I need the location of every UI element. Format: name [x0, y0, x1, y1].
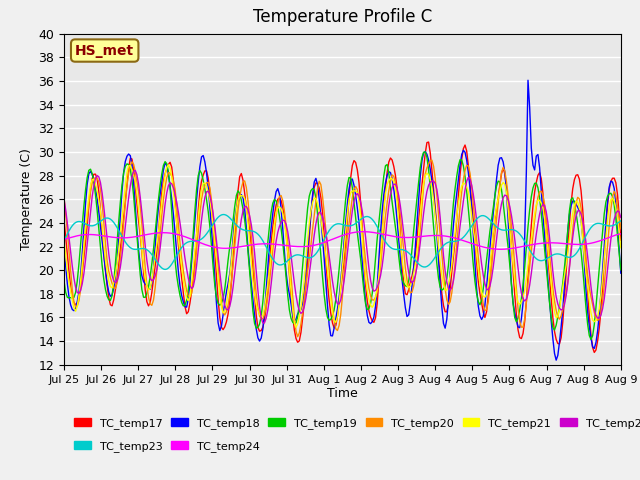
TC_temp23 [161, 266, 169, 272]
TC_temp18 [617, 270, 625, 276]
TC_temp19 [232, 192, 240, 198]
TC_temp17 [425, 139, 433, 145]
TC_temp17 [232, 210, 240, 216]
Line: TC_temp17: TC_temp17 [64, 142, 621, 352]
TC_temp17 [60, 216, 68, 222]
TC_temp17 [617, 238, 625, 243]
Line: TC_temp21: TC_temp21 [64, 165, 621, 327]
TC_temp22 [72, 285, 79, 290]
Line: TC_temp20: TC_temp20 [64, 160, 621, 336]
TC_temp23 [506, 227, 514, 232]
Y-axis label: Temperature (C): Temperature (C) [20, 148, 33, 250]
TC_temp23 [236, 225, 243, 231]
TC_temp22 [259, 320, 267, 326]
TC_temp21 [72, 308, 79, 314]
TC_temp24 [506, 246, 514, 252]
TC_temp20 [60, 195, 68, 201]
TC_temp18 [552, 357, 560, 363]
Title: Temperature Profile C: Temperature Profile C [253, 9, 432, 26]
TC_temp22 [60, 196, 68, 202]
TC_temp18 [367, 321, 374, 326]
TC_temp24 [617, 231, 625, 237]
TC_temp19 [498, 187, 506, 192]
TC_temp22 [234, 242, 242, 248]
TC_temp24 [232, 244, 240, 250]
TC_temp19 [72, 289, 79, 295]
TC_temp19 [367, 300, 374, 306]
TC_temp22 [131, 168, 139, 173]
Line: TC_temp23: TC_temp23 [64, 215, 621, 269]
TC_temp17 [504, 202, 512, 208]
TC_temp18 [502, 188, 510, 194]
TC_temp20 [369, 297, 376, 303]
TC_temp20 [488, 264, 495, 270]
TC_temp20 [232, 225, 240, 230]
TC_temp17 [498, 171, 506, 177]
TC_temp22 [499, 195, 507, 201]
TC_temp22 [488, 276, 495, 281]
TC_temp23 [60, 238, 68, 244]
TC_temp19 [617, 267, 625, 273]
TC_temp18 [72, 305, 79, 311]
Line: TC_temp24: TC_temp24 [64, 232, 621, 249]
TC_temp18 [524, 77, 532, 83]
TC_temp23 [370, 218, 378, 224]
TC_temp20 [294, 334, 301, 339]
TC_temp19 [421, 149, 429, 155]
TC_temp23 [72, 220, 79, 226]
TC_temp21 [506, 226, 514, 232]
TC_temp23 [499, 227, 507, 233]
TC_temp21 [292, 324, 300, 330]
TC_temp19 [587, 336, 595, 342]
TC_temp21 [234, 197, 242, 203]
TC_temp17 [367, 314, 374, 320]
TC_temp24 [60, 236, 68, 242]
Text: HS_met: HS_met [75, 44, 134, 58]
Line: TC_temp22: TC_temp22 [64, 170, 621, 323]
TC_temp17 [72, 302, 79, 308]
TC_temp19 [504, 244, 512, 250]
TC_temp18 [232, 205, 240, 211]
TC_temp24 [486, 245, 493, 251]
TC_temp21 [499, 180, 507, 185]
TC_temp22 [506, 204, 514, 209]
TC_temp19 [486, 228, 493, 234]
TC_temp21 [488, 248, 495, 253]
TC_temp24 [369, 229, 376, 235]
TC_temp20 [499, 165, 507, 170]
TC_temp20 [428, 157, 436, 163]
TC_temp17 [486, 273, 493, 278]
TC_temp20 [506, 207, 514, 213]
TC_temp18 [60, 246, 68, 252]
Line: TC_temp18: TC_temp18 [64, 80, 621, 360]
TC_temp24 [360, 229, 368, 235]
TC_temp19 [60, 278, 68, 284]
TC_temp21 [164, 162, 172, 168]
TC_temp23 [220, 212, 227, 217]
TC_temp20 [72, 304, 79, 310]
TC_temp21 [617, 245, 625, 251]
TC_temp22 [617, 215, 625, 220]
Line: TC_temp19: TC_temp19 [64, 152, 621, 339]
TC_temp24 [499, 246, 507, 252]
TC_temp18 [484, 264, 492, 270]
TC_temp22 [370, 288, 378, 294]
Legend: TC_temp23, TC_temp24: TC_temp23, TC_temp24 [70, 437, 264, 456]
TC_temp18 [496, 155, 504, 161]
TC_temp24 [496, 246, 504, 252]
TC_temp20 [617, 226, 625, 231]
X-axis label: Time: Time [327, 387, 358, 400]
TC_temp23 [488, 219, 495, 225]
TC_temp23 [617, 218, 625, 224]
TC_temp21 [370, 302, 378, 308]
TC_temp21 [60, 237, 68, 242]
TC_temp17 [591, 349, 598, 355]
TC_temp24 [72, 233, 79, 239]
